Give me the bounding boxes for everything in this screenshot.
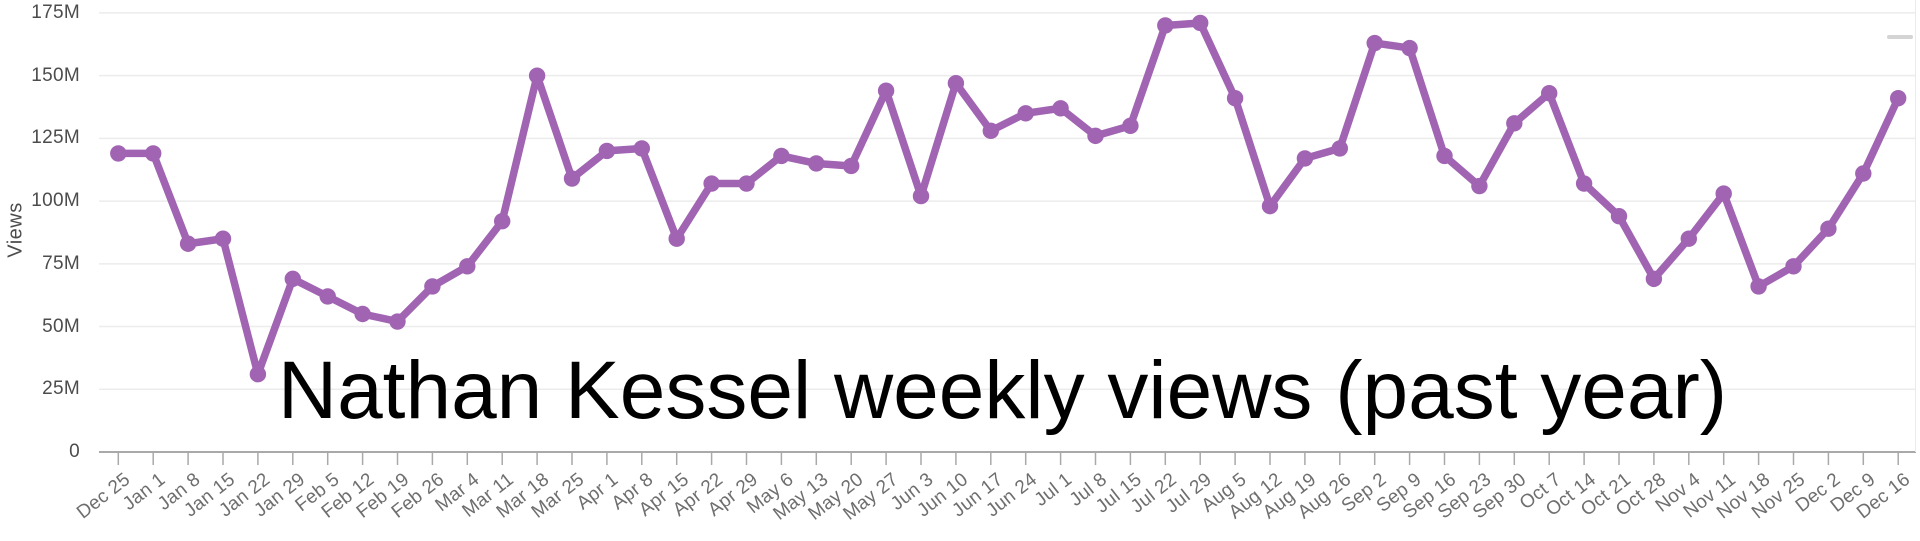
data-point-marker bbox=[1226, 90, 1244, 107]
data-point-marker bbox=[494, 212, 511, 230]
data-point-marker bbox=[982, 122, 999, 140]
data-point-marker bbox=[1541, 85, 1558, 102]
data-point-marker bbox=[354, 305, 371, 323]
data-point-marker bbox=[459, 258, 476, 275]
data-point-marker bbox=[1471, 177, 1488, 195]
scrollbar-dash bbox=[1887, 35, 1913, 39]
data-point-marker bbox=[668, 230, 685, 247]
data-point-marker bbox=[145, 145, 162, 162]
data-point-marker bbox=[1366, 34, 1383, 52]
data-point-marker bbox=[319, 288, 336, 305]
data-point-marker bbox=[1052, 100, 1069, 117]
data-point-marker bbox=[738, 175, 755, 192]
data-point-marker bbox=[1296, 150, 1314, 167]
data-point-marker bbox=[1785, 258, 1802, 275]
data-point-marker bbox=[1715, 185, 1732, 202]
data-point-marker bbox=[1436, 147, 1453, 165]
data-point-marker bbox=[1331, 140, 1349, 157]
y-tick-label-0: 0 bbox=[69, 441, 80, 462]
y-tick-label-150M: 150M bbox=[31, 64, 80, 86]
data-point-marker bbox=[1645, 270, 1663, 288]
y-tick-label-125M: 125M bbox=[31, 127, 80, 149]
views-series-line bbox=[114, 19, 1902, 378]
data-point-marker bbox=[1890, 90, 1907, 107]
data-point-marker bbox=[773, 147, 790, 165]
data-point-marker bbox=[1855, 165, 1872, 182]
data-point-marker bbox=[563, 170, 581, 187]
data-point-marker bbox=[214, 230, 232, 247]
data-point-marker bbox=[1506, 115, 1523, 132]
data-point-marker bbox=[598, 142, 616, 160]
data-point-marker bbox=[528, 67, 546, 84]
data-point-marker bbox=[1017, 105, 1034, 122]
data-point-marker bbox=[877, 82, 895, 99]
data-point-marker bbox=[249, 366, 267, 383]
y-tick-label-50M: 50M bbox=[42, 315, 80, 337]
y-tick-label-25M: 25M bbox=[42, 378, 80, 400]
y-tick-label-75M: 75M bbox=[42, 252, 80, 274]
data-point-marker bbox=[179, 235, 197, 252]
data-point-marker bbox=[1750, 278, 1767, 295]
data-point-marker bbox=[1575, 175, 1593, 192]
data-point-marker bbox=[1680, 230, 1698, 247]
plot-right-edge bbox=[1915, 0, 1916, 452]
data-point-marker bbox=[1122, 117, 1139, 135]
data-point-marker bbox=[284, 270, 301, 288]
data-point-marker bbox=[1261, 197, 1279, 215]
data-point-marker bbox=[110, 145, 127, 162]
data-point-marker bbox=[1087, 127, 1104, 145]
data-point-marker bbox=[843, 157, 860, 175]
data-point-marker bbox=[1157, 17, 1174, 34]
data-point-marker bbox=[1192, 14, 1209, 32]
y-tick-label-175M: 175M bbox=[31, 1, 80, 23]
data-point-marker bbox=[389, 313, 406, 330]
chart-title: Nathan Kessel weekly views (past year) bbox=[277, 345, 1728, 436]
data-point-marker bbox=[947, 74, 965, 92]
data-point-marker bbox=[912, 187, 930, 205]
y-tick-label-100M: 100M bbox=[31, 190, 80, 212]
data-point-marker bbox=[1401, 39, 1418, 57]
data-point-marker bbox=[808, 155, 825, 172]
data-point-marker bbox=[424, 278, 441, 295]
data-point-marker bbox=[1820, 220, 1837, 237]
data-point-marker bbox=[1610, 207, 1628, 225]
data-point-marker bbox=[633, 140, 650, 157]
data-point-marker bbox=[703, 175, 720, 192]
